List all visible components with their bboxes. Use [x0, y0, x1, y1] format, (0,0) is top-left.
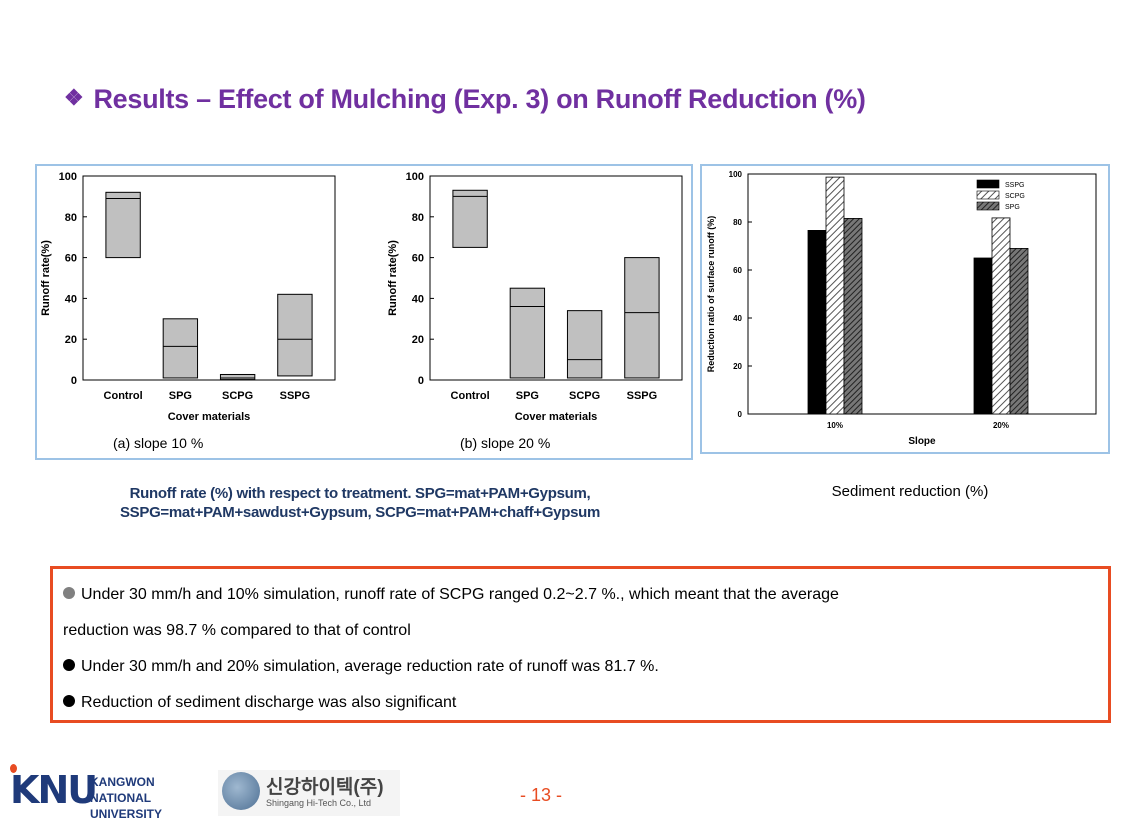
bullet-dot-icon	[63, 695, 75, 707]
y-axis-label: Reduction ratio of surface runoff (%)	[706, 216, 716, 373]
shingang-globe-icon	[222, 772, 260, 810]
knu-logo: KNU KANGWON NATIONAL UNIVERSITY	[10, 764, 200, 821]
y-tick-label: 40	[412, 293, 424, 305]
y-tick-label: 0	[71, 375, 77, 387]
x-tick-label: Control	[104, 390, 143, 402]
note-item: Under 30 mm/h and 20% simulation, averag…	[63, 649, 1098, 685]
slide-title: ❖ Results – Effect of Mulching (Exp. 3) o…	[64, 84, 866, 115]
y-axis-label: Runoff rate(%)	[387, 240, 399, 316]
subplot-label: (a) slope 10 %	[113, 435, 203, 451]
box	[509, 287, 546, 379]
note-text: Under 30 mm/h and 10% simulation, runoff…	[81, 586, 839, 603]
results-notes-box: Under 30 mm/h and 10% simulation, runoff…	[50, 566, 1111, 723]
note-item: Reduction of sediment discharge was also…	[63, 685, 1098, 721]
x-tick-label: SCPG	[222, 390, 253, 402]
x-axis-label: Cover materials	[515, 411, 598, 423]
bar	[991, 217, 1011, 415]
x-tick-label: 20%	[993, 421, 1009, 430]
note-item-continued: reduction was 98.7 % compared to that of…	[63, 622, 411, 639]
legend-label: SPG	[1005, 204, 1020, 211]
knu-logo-line1: KANGWON NATIONAL	[90, 775, 155, 805]
shingang-name-english: Shingang Hi-Tech Co., Ltd	[266, 798, 372, 808]
x-tick-label: SSPG	[627, 390, 658, 402]
bar	[843, 218, 863, 415]
page-number: - 13 -	[520, 785, 563, 805]
x-tick-label: SPG	[169, 390, 192, 402]
x-axis-label: Cover materials	[168, 411, 251, 423]
runoff-caption-line2: SSPG=mat+PAM+sawdust+Gypsum, SCPG=mat+PA…	[119, 504, 601, 521]
bar	[1009, 248, 1029, 415]
subplot-label: (b) slope 20 %	[460, 435, 550, 451]
y-tick-label: 80	[65, 212, 77, 224]
plot-frame	[82, 175, 336, 381]
shingang-logo: 신강하이텍(주) Shingang Hi-Tech Co., Ltd	[218, 770, 400, 816]
box	[105, 191, 141, 259]
knu-logo-dot-icon	[10, 764, 17, 773]
y-tick-label: 20	[412, 334, 424, 346]
diamond-bullet-icon: ❖	[64, 85, 84, 110]
y-tick-label: 100	[406, 171, 424, 183]
x-tick-label: Control	[451, 390, 490, 402]
y-tick-label: 20	[733, 362, 742, 371]
knu-logo-line2: UNIVERSITY	[90, 807, 163, 821]
box	[624, 257, 660, 379]
y-tick-label: 0	[418, 375, 424, 387]
box	[566, 310, 603, 379]
bar	[825, 176, 845, 415]
bar	[807, 230, 827, 415]
reduction-barchart-panel: 0 20 40 60 80 100 10% 20% SSPG SCPG SPG Slope Reduct…	[700, 164, 1110, 454]
note-text: Reduction of sediment discharge was also…	[81, 694, 457, 711]
plot-frame	[747, 173, 1097, 415]
box	[452, 189, 488, 248]
bullet-dot-icon	[63, 659, 75, 671]
runoff-caption-line1: Runoff rate (%) with respect to treatmen…	[129, 485, 591, 502]
y-tick-label: 0	[738, 410, 743, 419]
plot-frame	[429, 175, 683, 381]
knu-logo-mark: KNU	[10, 768, 98, 812]
y-tick-label: 60	[412, 253, 424, 265]
x-tick-label: SSPG	[280, 390, 311, 402]
y-tick-label: 20	[65, 334, 77, 346]
box	[277, 293, 313, 377]
y-tick-label: 60	[733, 266, 742, 275]
y-axis-label: Runoff rate(%)	[40, 240, 52, 316]
runoff-caption: Runoff rate (%) with respect to treatmen…	[40, 484, 680, 522]
bar	[973, 257, 993, 415]
x-tick-label: 10%	[827, 421, 843, 430]
x-tick-label: SPG	[516, 390, 539, 402]
y-tick-label: 40	[65, 293, 77, 305]
slide-title-text: Results – Effect of Mulching (Exp. 3) on…	[93, 84, 866, 114]
y-tick-label: 100	[729, 170, 743, 179]
note-text: Under 30 mm/h and 20% simulation, averag…	[81, 658, 659, 675]
box	[219, 373, 256, 381]
legend-label: SSPG	[1005, 182, 1024, 189]
box	[162, 318, 199, 379]
knu-logo-text: KANGWON NATIONAL UNIVERSITY	[90, 774, 200, 822]
y-tick-label: 60	[65, 253, 77, 265]
y-tick-label: 80	[412, 212, 424, 224]
legend-swatch	[976, 201, 1000, 211]
note-item: Under 30 mm/h and 10% simulation, runoff…	[63, 577, 1098, 613]
legend-label: SCPG	[1005, 193, 1025, 200]
legend-swatch	[976, 179, 1000, 189]
x-tick-label: SCPG	[569, 390, 600, 402]
runoff-boxplot-panel: 0 20 40 60 80 100 Control SPG SCPG SSPG Cover mate…	[35, 164, 693, 460]
y-tick-label: 40	[733, 314, 742, 323]
shingang-name-korean: 신강하이텍(주)	[266, 777, 384, 798]
reduction-barchart: 0 20 40 60 80 100 10% 20% SSPG SCPG SPG Slope Reduct…	[706, 170, 1097, 447]
y-tick-label: 100	[59, 171, 77, 183]
runoff-boxplots: 0 20 40 60 80 100 Control SPG SCPG SSPG Cover mate…	[40, 171, 683, 451]
x-axis-label: Slope	[908, 436, 936, 447]
bullet-dot-icon	[63, 587, 75, 599]
sediment-caption: Sediment reduction (%)	[831, 483, 989, 500]
legend-swatch	[976, 190, 1000, 200]
y-tick-label: 80	[733, 218, 742, 227]
